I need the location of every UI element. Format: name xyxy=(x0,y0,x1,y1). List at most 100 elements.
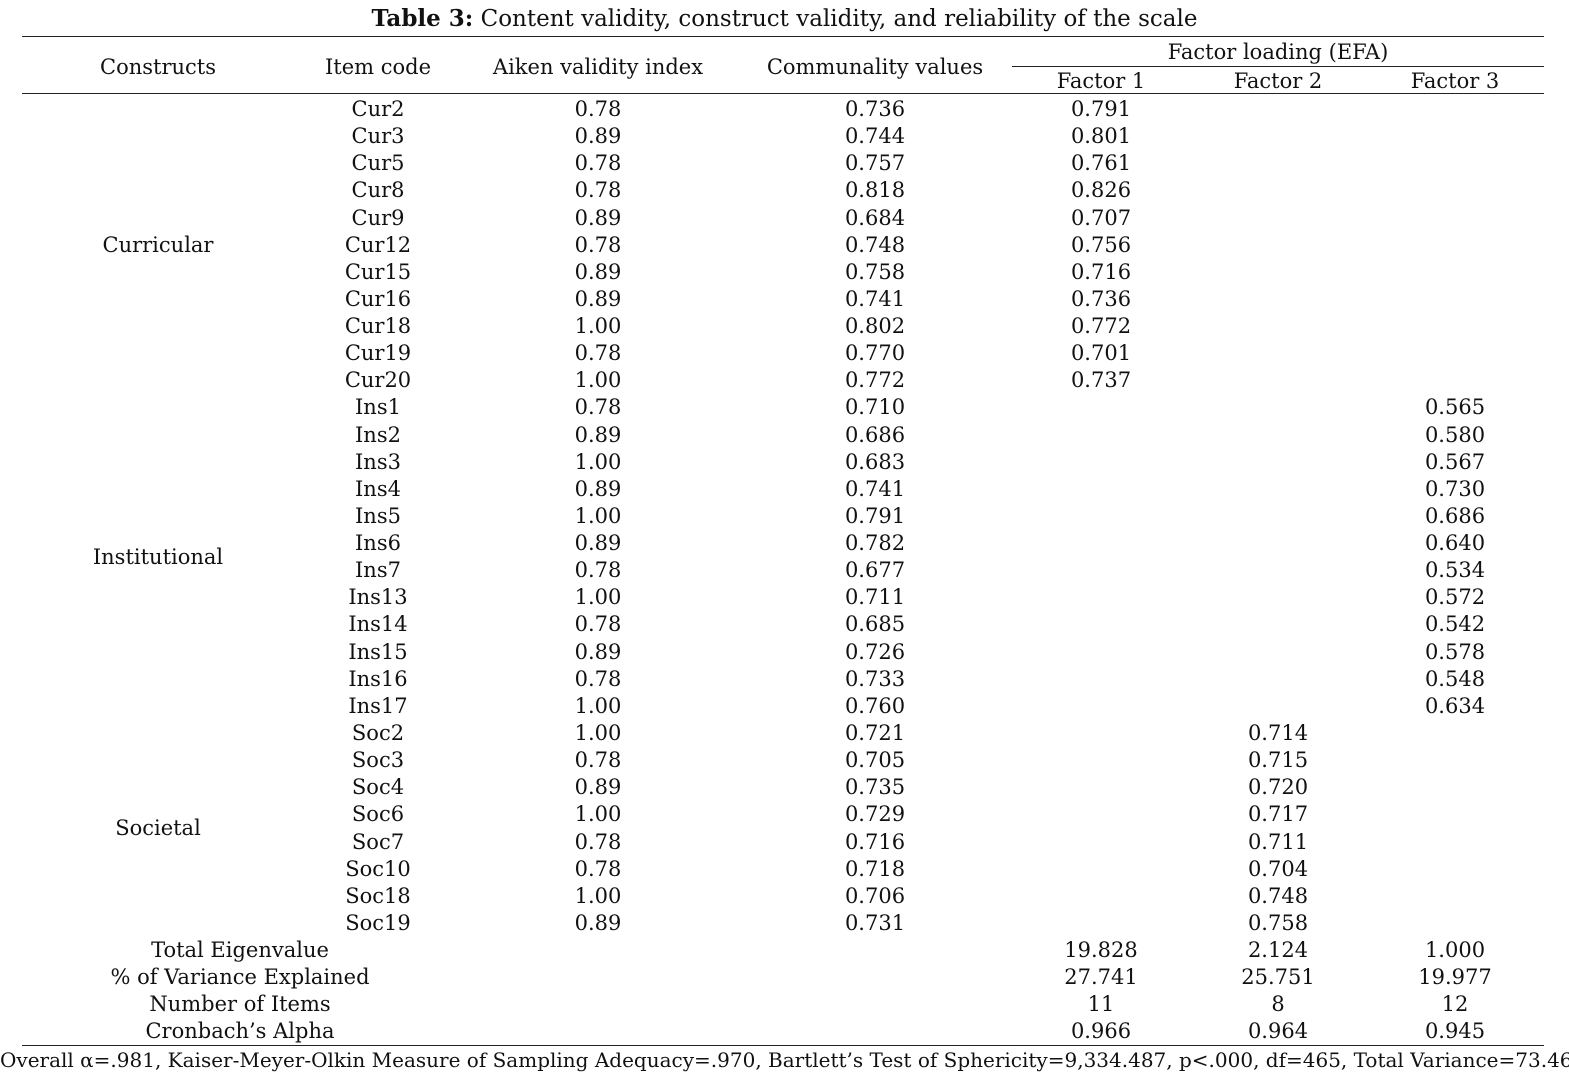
aiken-cell: 1.00 xyxy=(574,694,622,718)
item-code-cell: Cur8 xyxy=(351,178,405,202)
top-rule xyxy=(22,36,1544,37)
communality-cell: 0.716 xyxy=(844,830,906,854)
factor2-cell: 0.758 xyxy=(1247,911,1309,935)
aiken-cell: 0.89 xyxy=(574,206,622,230)
summary-factor1: 0.966 xyxy=(1070,1019,1132,1043)
table-caption: Content validity, construct validity, an… xyxy=(480,6,1198,32)
aiken-cell: 0.78 xyxy=(574,612,622,636)
aiken-cell: 0.78 xyxy=(574,178,622,202)
item-code-cell: Ins16 xyxy=(348,667,408,691)
table-number: Table 3: xyxy=(371,5,474,32)
factor1-cell: 0.791 xyxy=(1070,97,1132,121)
aiken-cell: 1.00 xyxy=(574,504,622,528)
aiken-cell: 0.78 xyxy=(574,341,622,365)
communality-cell: 0.770 xyxy=(844,341,906,365)
communality-cell: 0.710 xyxy=(844,395,906,419)
aiken-cell: 1.00 xyxy=(574,802,622,826)
construct-label: Institutional xyxy=(92,545,224,569)
aiken-cell: 0.89 xyxy=(574,124,622,148)
aiken-cell: 1.00 xyxy=(574,585,622,609)
communality-cell: 0.731 xyxy=(844,911,906,935)
aiken-cell: 0.89 xyxy=(574,260,622,284)
factor3-cell: 0.534 xyxy=(1424,558,1486,582)
communality-cell: 0.718 xyxy=(844,857,906,881)
factor1-cell: 0.756 xyxy=(1070,233,1132,257)
summary-label: % of Variance Explained xyxy=(110,965,370,989)
item-code-cell: Soc10 xyxy=(345,857,411,881)
summary-label: Cronbach’s Alpha xyxy=(145,1019,335,1043)
communality-cell: 0.705 xyxy=(844,748,906,772)
factor2-cell: 0.715 xyxy=(1247,748,1309,772)
header-item-code: Item code xyxy=(324,55,432,79)
aiken-cell: 0.78 xyxy=(574,395,622,419)
item-code-cell: Cur5 xyxy=(351,151,405,175)
communality-cell: 0.686 xyxy=(844,423,906,447)
factor2-cell: 0.714 xyxy=(1247,721,1309,745)
factor1-cell: 0.801 xyxy=(1070,124,1132,148)
factor1-cell: 0.761 xyxy=(1070,151,1132,175)
construct-label: Curricular xyxy=(102,233,214,257)
factor2-cell: 0.748 xyxy=(1247,884,1309,908)
factor2-cell: 0.711 xyxy=(1247,830,1309,854)
factor3-cell: 0.567 xyxy=(1424,450,1486,474)
aiken-cell: 0.78 xyxy=(574,558,622,582)
aiken-cell: 0.89 xyxy=(574,477,622,501)
item-code-cell: Cur19 xyxy=(344,341,412,365)
communality-cell: 0.711 xyxy=(844,585,906,609)
item-code-cell: Soc2 xyxy=(351,721,405,745)
communality-cell: 0.683 xyxy=(844,450,906,474)
communality-cell: 0.757 xyxy=(844,151,906,175)
header-communality: Communality values xyxy=(766,55,984,79)
summary-label: Total Eigenvalue xyxy=(151,938,329,962)
summary-factor2: 8 xyxy=(1271,992,1285,1016)
aiken-cell: 0.78 xyxy=(574,97,622,121)
item-code-cell: Cur12 xyxy=(344,233,412,257)
factor3-cell: 0.572 xyxy=(1424,585,1486,609)
item-code-cell: Soc19 xyxy=(345,911,411,935)
factor2-cell: 0.704 xyxy=(1247,857,1309,881)
communality-cell: 0.685 xyxy=(844,612,906,636)
header-aiken: Aiken validity index xyxy=(492,55,704,79)
factor1-cell: 0.737 xyxy=(1070,368,1132,392)
factor1-cell: 0.701 xyxy=(1070,341,1132,365)
communality-cell: 0.684 xyxy=(844,206,906,230)
aiken-cell: 0.89 xyxy=(574,287,622,311)
summary-factor1: 19.828 xyxy=(1064,938,1138,962)
summary-factor3: 0.945 xyxy=(1424,1019,1486,1043)
aiken-cell: 0.78 xyxy=(574,667,622,691)
factor3-cell: 0.580 xyxy=(1424,423,1486,447)
factor1-cell: 0.716 xyxy=(1070,260,1132,284)
item-code-cell: Ins1 xyxy=(355,395,401,419)
communality-cell: 0.741 xyxy=(844,287,906,311)
item-code-cell: Soc4 xyxy=(351,775,405,799)
factor1-cell: 0.707 xyxy=(1070,206,1132,230)
header-factor-loading: Factor loading (EFA) xyxy=(1167,40,1389,64)
summary-factor3: 1.000 xyxy=(1424,938,1486,962)
item-code-cell: Soc7 xyxy=(351,830,405,854)
header-constructs: Constructs xyxy=(100,55,216,79)
item-code-cell: Soc18 xyxy=(345,884,411,908)
aiken-cell: 1.00 xyxy=(574,450,622,474)
item-code-cell: Cur16 xyxy=(344,287,412,311)
aiken-cell: 0.78 xyxy=(574,748,622,772)
aiken-cell: 0.89 xyxy=(574,775,622,799)
aiken-cell: 0.89 xyxy=(574,423,622,447)
aiken-cell: 1.00 xyxy=(574,368,622,392)
factor2-cell: 0.717 xyxy=(1247,802,1309,826)
item-code-cell: Cur2 xyxy=(351,97,405,121)
communality-cell: 0.706 xyxy=(844,884,906,908)
item-code-cell: Ins5 xyxy=(355,504,401,528)
header-factor-1: Factor 1 xyxy=(1056,69,1146,93)
aiken-cell: 0.78 xyxy=(574,151,622,175)
communality-cell: 0.760 xyxy=(844,694,906,718)
communality-cell: 0.748 xyxy=(844,233,906,257)
item-code-cell: Ins2 xyxy=(355,423,401,447)
factor-group-rule xyxy=(1012,66,1544,67)
header-factor-2: Factor 2 xyxy=(1233,69,1323,93)
summary-factor2: 25.751 xyxy=(1241,965,1315,989)
factor1-cell: 0.736 xyxy=(1070,287,1132,311)
summary-factor1: 27.741 xyxy=(1064,965,1138,989)
aiken-cell: 1.00 xyxy=(574,884,622,908)
item-code-cell: Cur15 xyxy=(344,260,412,284)
